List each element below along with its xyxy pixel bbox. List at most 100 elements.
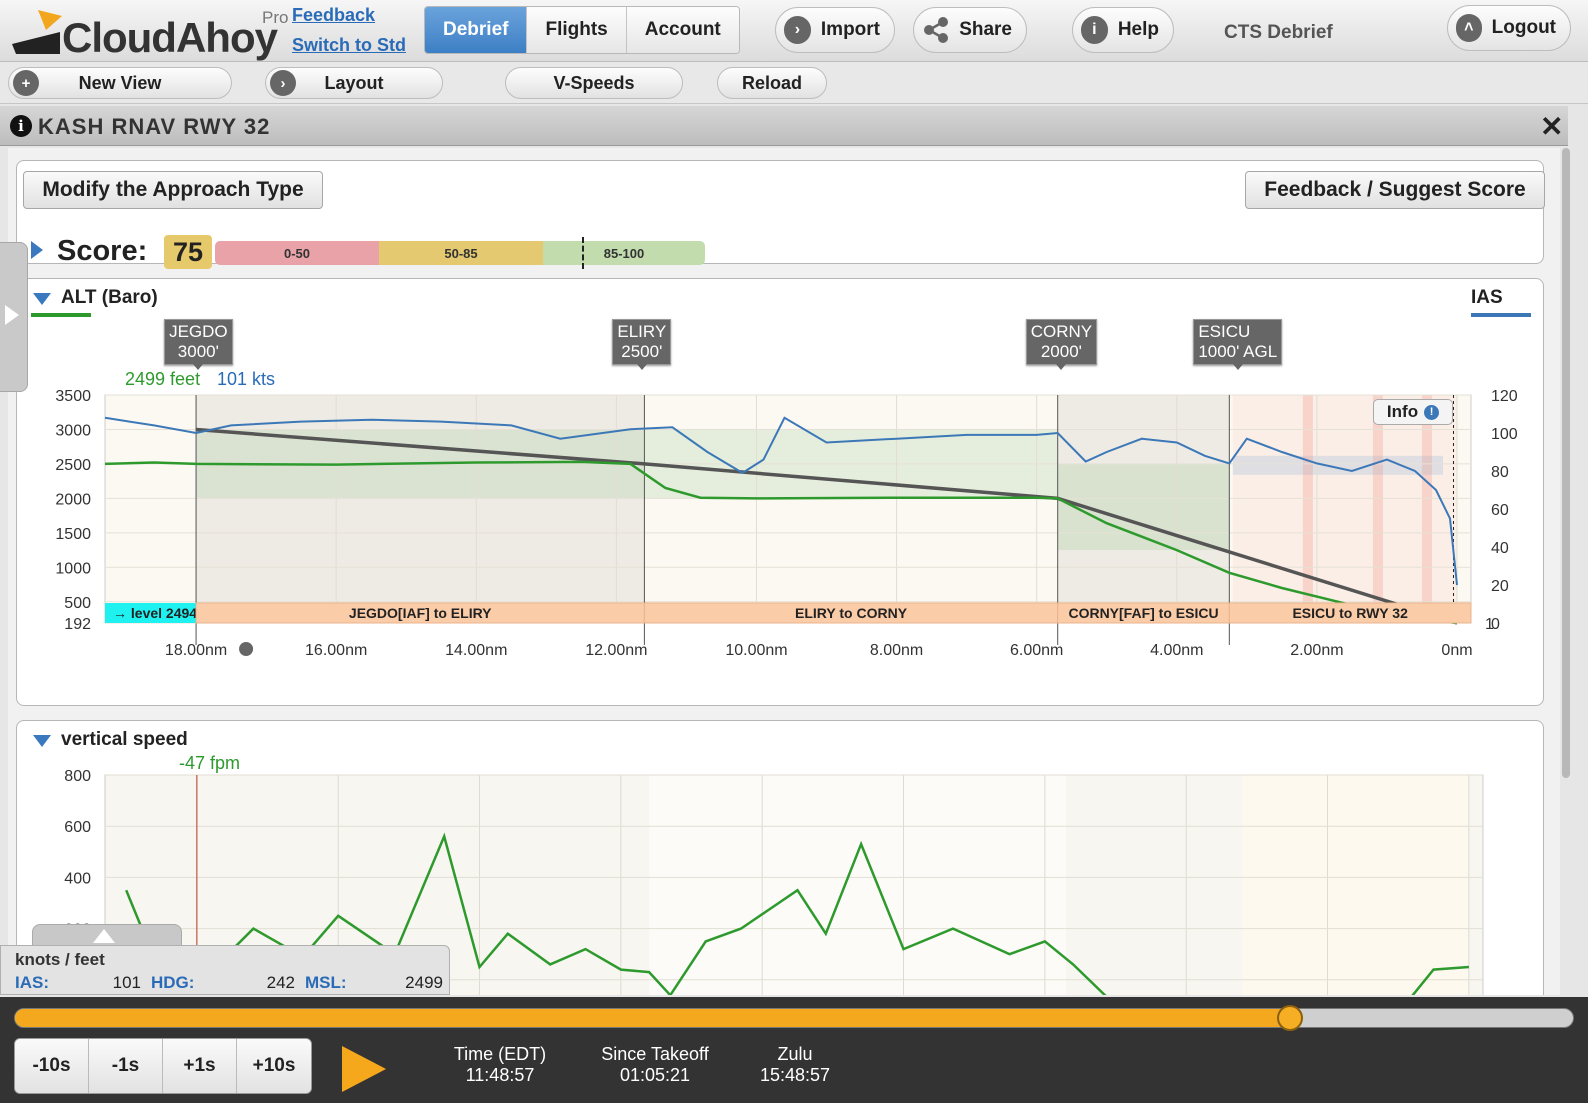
waypoint-jegdo[interactable]: JEGDO 3000' bbox=[164, 319, 233, 370]
collapse-triangle-icon[interactable] bbox=[33, 735, 51, 747]
msl-field-value: 2499 bbox=[405, 973, 443, 992]
score-box: Modify the Approach Type Feedback / Sugg… bbox=[16, 160, 1545, 269]
feedback-link[interactable]: Feedback bbox=[292, 5, 376, 25]
hdg-field-value: 242 bbox=[266, 973, 295, 992]
warning-stripe bbox=[1421, 395, 1432, 623]
zulu-value: 15:48:57 bbox=[759, 1065, 831, 1085]
time-edt: Time (EDT) 11:48:57 bbox=[440, 1044, 560, 1086]
info-icon[interactable]: i bbox=[10, 115, 32, 137]
ias-legend-swatch bbox=[1471, 313, 1531, 317]
switch-to-std-link[interactable]: Switch to Std bbox=[292, 35, 406, 55]
step-back-10s-button[interactable]: -10s bbox=[15, 1039, 89, 1093]
expand-triangle-icon[interactable] bbox=[31, 241, 43, 259]
x-tick-label: 2.00nm bbox=[1290, 642, 1343, 659]
y-tick-label: 3000 bbox=[55, 422, 91, 439]
since-takeoff-label: Since Takeoff bbox=[601, 1044, 709, 1064]
modify-approach-button[interactable]: Modify the Approach Type bbox=[23, 171, 323, 209]
step-forward-10s-button[interactable]: +10s bbox=[237, 1039, 311, 1093]
waypoint-altitude: 1000' AGL bbox=[1198, 342, 1278, 361]
x-tick-label: 4.00nm bbox=[1150, 642, 1203, 659]
import-label: Import bbox=[820, 19, 880, 40]
vspeeds-button[interactable]: V-Speeds bbox=[505, 67, 683, 99]
alt-series-line bbox=[104, 460, 1458, 625]
waypoint-name: CORNY bbox=[1030, 322, 1093, 341]
plus-icon: + bbox=[13, 70, 39, 96]
info-button[interactable]: Info ! bbox=[1373, 399, 1453, 425]
score-label: Score: bbox=[57, 235, 148, 267]
step-forward-1s-button[interactable]: +1s bbox=[163, 1039, 237, 1093]
timeline-track[interactable] bbox=[14, 1008, 1574, 1028]
logout-button[interactable]: ˄ Logout bbox=[1447, 5, 1571, 51]
waypoint-esicu[interactable]: ESICU 1000' AGL bbox=[1193, 319, 1283, 370]
tab-account[interactable]: Account bbox=[626, 7, 739, 53]
zulu-time: Zulu 15:48:57 bbox=[745, 1044, 845, 1086]
segment-label: JEGDO[IAF] to ELIRY bbox=[349, 605, 492, 621]
hdg-field-label: HDG: bbox=[151, 973, 195, 992]
speed-window bbox=[1232, 455, 1443, 475]
timeline-handle[interactable] bbox=[1277, 1005, 1304, 1031]
ias-field-label: IAS: bbox=[15, 973, 49, 992]
ias-series-line bbox=[104, 416, 1458, 586]
info-circle-icon: ! bbox=[1424, 404, 1440, 420]
close-icon[interactable]: ✕ bbox=[1540, 111, 1564, 142]
info-circle-icon: i bbox=[1081, 16, 1108, 44]
view-toolbar: + New View › Layout V-Speeds Reload bbox=[0, 62, 1588, 104]
layout-button[interactable]: › Layout bbox=[265, 67, 443, 99]
vertical-scrollbar[interactable] bbox=[1562, 148, 1570, 778]
score-range-0: 0-50 bbox=[215, 241, 379, 265]
y-tick-label: 800 bbox=[64, 768, 91, 785]
pro-label: Pro bbox=[262, 8, 289, 27]
step-back-1s-button[interactable]: -1s bbox=[89, 1039, 163, 1093]
y2-tick-label: 120 bbox=[1491, 388, 1518, 405]
share-button[interactable]: Share bbox=[913, 7, 1027, 53]
y2-tick-label: 1 bbox=[1485, 616, 1494, 633]
waypoint-eliry[interactable]: ELIRY 2500' bbox=[612, 319, 672, 370]
approach-content: Modify the Approach Type Feedback / Sugg… bbox=[8, 148, 1560, 995]
waypoint-altitude: 2500' bbox=[621, 342, 663, 361]
segment-label: CORNY[FAF] to ESICU bbox=[1068, 605, 1218, 621]
zulu-label: Zulu bbox=[777, 1044, 813, 1064]
waypoint-corny[interactable]: CORNY 2000' bbox=[1025, 319, 1098, 370]
time-edt-value: 11:48:57 bbox=[465, 1065, 535, 1085]
layout-label: Layout bbox=[324, 72, 384, 93]
level-segment bbox=[105, 603, 197, 623]
readout-units: knots / feet bbox=[15, 950, 105, 969]
y-tick-label: 1500 bbox=[55, 526, 91, 543]
new-view-button[interactable]: + New View bbox=[8, 67, 232, 99]
x-tick-label: 16.00nm bbox=[305, 642, 367, 659]
x-tick-label: 8.00nm bbox=[870, 642, 923, 659]
cloudahoy-logo[interactable]: CloudAhoy Pro bbox=[10, 6, 290, 61]
feedback-suggest-score-button[interactable]: Feedback / Suggest Score bbox=[1245, 171, 1545, 209]
waypoint-name: JEGDO bbox=[169, 322, 228, 341]
tab-debrief[interactable]: Debrief bbox=[425, 7, 528, 53]
y-tick-label: 2500 bbox=[55, 457, 91, 474]
x-tick-label: 12.00nm bbox=[585, 642, 647, 659]
segment-label: ESICU to RWY 32 bbox=[1292, 605, 1408, 621]
play-icon[interactable] bbox=[342, 1046, 386, 1092]
approach-panel-header: i KASH RNAV RWY 32 ✕ bbox=[0, 106, 1568, 146]
y2-tick-label: 100 bbox=[1491, 426, 1518, 443]
y-tick-label: 3500 bbox=[55, 388, 91, 405]
side-drawer-handle[interactable] bbox=[0, 242, 28, 392]
x-tick-label: 14.00nm bbox=[445, 642, 507, 659]
new-view-label: New View bbox=[78, 72, 162, 93]
waypoint-altitude: 2000' bbox=[1040, 342, 1082, 361]
alt-chart-svg: 18.00nm 16.00nm 14.00nm 12.00nm 10.00nm 8.00n… bbox=[55, 388, 1518, 659]
alt-legend-swatch bbox=[31, 313, 91, 317]
import-button[interactable]: › Import bbox=[775, 7, 895, 53]
waypoint-name: ELIRY bbox=[617, 322, 667, 341]
level-label: → level 2494' bbox=[113, 605, 200, 621]
y2-tick-label: 20 bbox=[1491, 578, 1509, 595]
score-value: 75 bbox=[164, 235, 212, 269]
y2-tick-label: 40 bbox=[1491, 540, 1509, 557]
help-button[interactable]: i Help bbox=[1072, 7, 1174, 53]
readout-toggle[interactable] bbox=[32, 924, 182, 946]
reload-button[interactable]: Reload bbox=[717, 67, 827, 99]
alt-chart-title: ALT (Baro) bbox=[61, 287, 158, 308]
chevron-up-icon: ˄ bbox=[1456, 14, 1482, 42]
y-tick-label: 1000 bbox=[55, 560, 91, 577]
collapse-triangle-icon[interactable] bbox=[33, 293, 51, 305]
waypoint-name: ESICU bbox=[1198, 322, 1251, 341]
time-edt-label: Time (EDT) bbox=[453, 1044, 547, 1064]
tab-flights[interactable]: Flights bbox=[527, 7, 627, 53]
